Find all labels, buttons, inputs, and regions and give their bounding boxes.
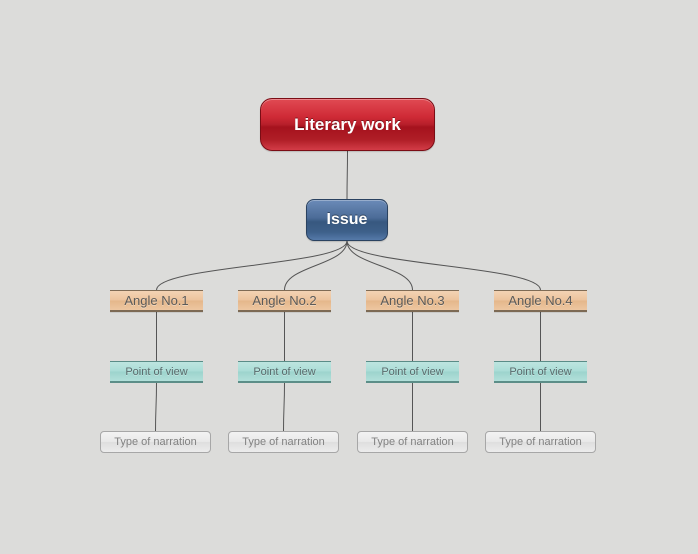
node-point-of-view-3: Point of view — [366, 361, 459, 383]
diagram-canvas: Literary work Issue Angle No.1 Angle No.… — [0, 0, 698, 554]
node-angle-1: Angle No.1 — [110, 290, 203, 312]
node-narration-3: Type of narration — [357, 431, 468, 453]
node-angle-4: Angle No.4 — [494, 290, 587, 312]
node-issue: Issue — [306, 199, 388, 241]
node-narration-2: Type of narration — [228, 431, 339, 453]
node-narration-1: Type of narration — [100, 431, 211, 453]
node-root: Literary work — [260, 98, 435, 151]
node-narration-4: Type of narration — [485, 431, 596, 453]
node-point-of-view-2: Point of view — [238, 361, 331, 383]
node-angle-2: Angle No.2 — [238, 290, 331, 312]
node-point-of-view-4: Point of view — [494, 361, 587, 383]
node-angle-3: Angle No.3 — [366, 290, 459, 312]
node-point-of-view-1: Point of view — [110, 361, 203, 383]
edges-layer — [0, 0, 698, 554]
